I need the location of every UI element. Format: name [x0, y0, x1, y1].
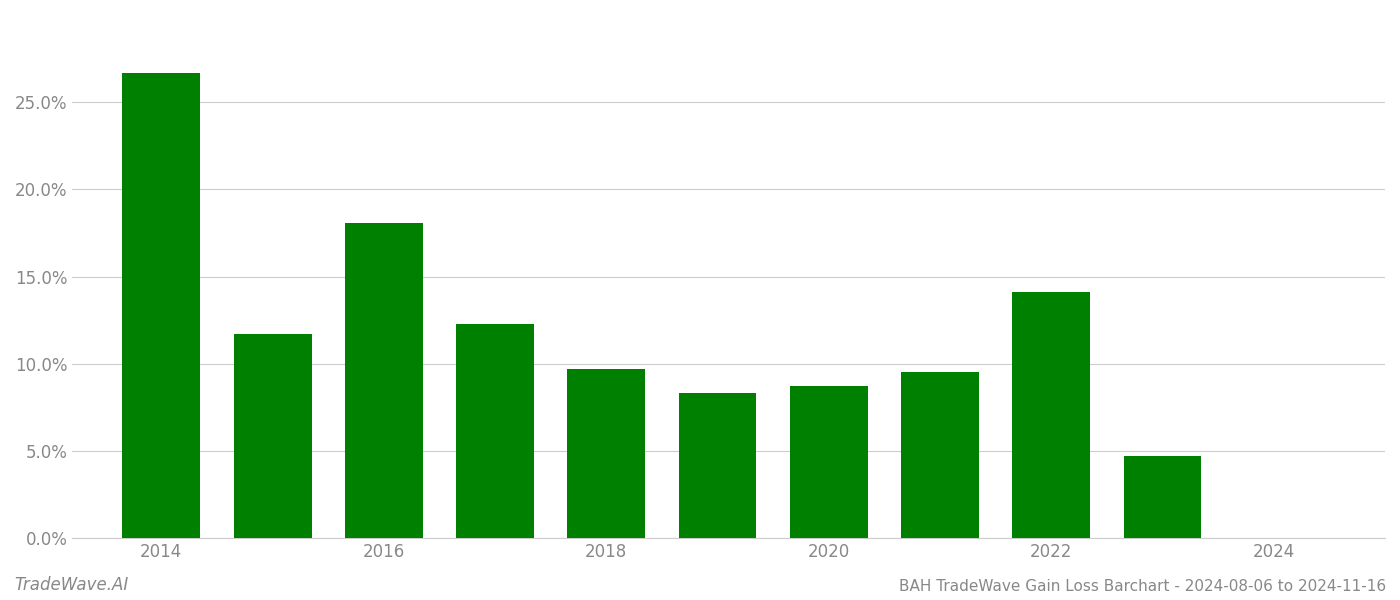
Bar	[790, 386, 868, 538]
Bar	[679, 394, 756, 538]
Text: BAH TradeWave Gain Loss Barchart - 2024-08-06 to 2024-11-16: BAH TradeWave Gain Loss Barchart - 2024-…	[899, 579, 1386, 594]
Text: TradeWave.AI: TradeWave.AI	[14, 576, 129, 594]
Bar	[1124, 456, 1201, 538]
Bar	[456, 323, 533, 538]
Bar	[902, 373, 979, 538]
Bar	[234, 334, 312, 538]
Bar	[567, 369, 645, 538]
Bar	[344, 223, 423, 538]
Bar	[122, 73, 200, 538]
Bar	[1012, 292, 1091, 538]
